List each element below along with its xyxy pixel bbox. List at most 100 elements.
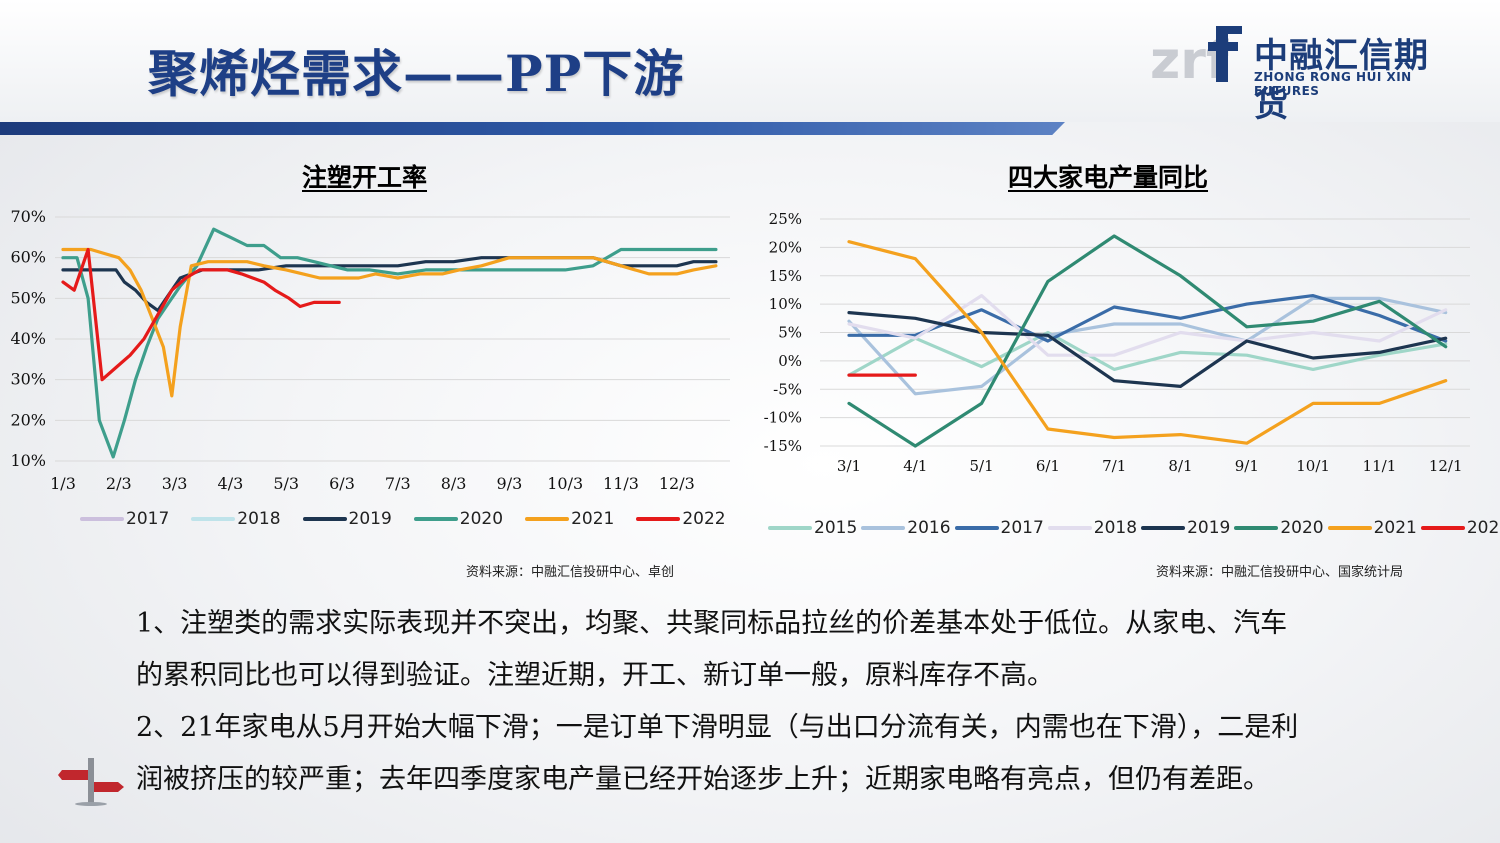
right-chart-source: 资料来源：中融汇信投研中心、国家统计局 bbox=[1156, 565, 1404, 580]
legend-item-2017: 2017 bbox=[954, 518, 1044, 538]
y-tick-label: 5% bbox=[778, 324, 802, 342]
x-tick-label: 3/1 bbox=[837, 457, 861, 475]
y-tick-label: 10% bbox=[10, 451, 46, 470]
series-line-2019 bbox=[847, 310, 1448, 388]
legend-swatch bbox=[636, 517, 681, 521]
legend-label: 2022 bbox=[1466, 518, 1500, 538]
x-tick-label: 6/1 bbox=[1036, 457, 1060, 475]
legend-swatch bbox=[1420, 526, 1465, 530]
series-line-2021 bbox=[847, 240, 1448, 445]
legend-label: 2019 bbox=[1187, 518, 1231, 538]
logo-english-name: ZHONG RONG HUI XIN FUTURES bbox=[1254, 70, 1412, 98]
legend-swatch bbox=[413, 517, 458, 521]
x-tick-label: 4/3 bbox=[218, 474, 244, 493]
x-tick-label: 9/3 bbox=[497, 474, 523, 493]
y-tick-label: -10% bbox=[764, 409, 802, 427]
legend-swatch bbox=[302, 517, 347, 521]
legend-item-2020: 2020 bbox=[413, 509, 504, 529]
x-tick-label: 9/1 bbox=[1235, 457, 1259, 475]
legend-label: 2018 bbox=[1093, 518, 1138, 538]
legend-item-2020: 2020 bbox=[1234, 518, 1324, 538]
series-line-2018 bbox=[847, 293, 1448, 357]
x-tick-label: 4/1 bbox=[903, 457, 927, 475]
x-tick-label: 5/3 bbox=[273, 474, 299, 493]
series-line-2016 bbox=[847, 296, 1448, 396]
y-tick-label: 70% bbox=[10, 207, 46, 226]
legend-item-2017: 2017 bbox=[80, 509, 169, 529]
legend-swatch bbox=[1327, 526, 1372, 530]
legend-item-2018: 2018 bbox=[1047, 518, 1138, 538]
x-tick-label: 6/3 bbox=[329, 474, 355, 493]
y-tick-label: 20% bbox=[10, 410, 46, 429]
legend-label: 2018 bbox=[237, 509, 281, 529]
signpost-icon bbox=[58, 758, 124, 806]
legend-item-2016: 2016 bbox=[861, 518, 951, 538]
right-chart-legend: 2015 2016 2017 2018 2019 2020 2021 2022 bbox=[768, 518, 1500, 538]
y-tick-label: -15% bbox=[764, 437, 802, 455]
body-paragraph: 的累积同比也可以得到验证。注塑近期，开工、新订单一般，原料库存不高。 bbox=[136, 660, 1054, 691]
x-tick-label: 12/1 bbox=[1429, 457, 1463, 475]
x-tick-label: 1/3 bbox=[50, 474, 76, 493]
legend-swatch bbox=[80, 517, 124, 521]
y-tick-label: 0% bbox=[778, 352, 802, 370]
legend-label: 2020 bbox=[459, 509, 504, 529]
legend-swatch bbox=[768, 526, 812, 530]
series-line-2020 bbox=[847, 234, 1448, 448]
right-chart-plot: 25% 20% 15% 10% 5% 0% -5% -10% -15% 3/1 4/1 5/1 6/1 7… bbox=[764, 210, 1470, 475]
left-chart-title: 注塑开工率 bbox=[302, 163, 428, 192]
x-tick-label: 11/3 bbox=[603, 474, 639, 493]
body-paragraph: 1、注塑类的需求实际表现并不突出，均聚、共聚同标品拉丝的价差基本处于低位。从家电… bbox=[136, 608, 1288, 639]
body-paragraph: 润被挤压的较严重；去年四季度家电产量已经开始逐步上升；近期家电略有亮点，但仍有差… bbox=[136, 764, 1270, 795]
x-tick-label: 3/3 bbox=[162, 474, 188, 493]
x-tick-label: 10/1 bbox=[1296, 457, 1330, 475]
legend-item-2019: 2019 bbox=[302, 509, 392, 529]
x-tick-label: 5/1 bbox=[970, 457, 994, 475]
legend-item-2021: 2021 bbox=[525, 509, 614, 529]
y-tick-label: 40% bbox=[10, 329, 46, 348]
legend-item-2022: 2022 bbox=[1420, 518, 1500, 538]
x-tick-label: 8/3 bbox=[441, 474, 467, 493]
legend-item-2021: 2021 bbox=[1327, 518, 1417, 538]
y-tick-label: 15% bbox=[769, 267, 802, 285]
legend-swatch bbox=[525, 517, 570, 521]
legend-item-2022: 2022 bbox=[636, 509, 726, 529]
title-underline-bar bbox=[0, 122, 1065, 135]
legend-label: 2015 bbox=[814, 518, 858, 538]
y-tick-label: -5% bbox=[773, 380, 802, 398]
series-line-2015 bbox=[847, 330, 1448, 377]
zrf-logo-icon: zrf bbox=[1150, 26, 1242, 86]
legend-swatch bbox=[1047, 526, 1092, 530]
x-tick-label: 2/3 bbox=[106, 474, 132, 493]
y-tick-label: 25% bbox=[769, 210, 802, 228]
legend-item-2019: 2019 bbox=[1141, 518, 1230, 538]
company-logo: zrf 中融汇信期货 ZHONG RONG HUI XIN FUTURES bbox=[1150, 18, 1460, 125]
legend-swatch bbox=[1234, 526, 1279, 530]
x-tick-label: 7/3 bbox=[385, 474, 411, 493]
series-line-2021 bbox=[61, 247, 718, 398]
logo-chinese-name: 中融汇信期货 bbox=[1254, 36, 1429, 125]
x-tick-label: 7/1 bbox=[1102, 457, 1126, 475]
series-line-2017 bbox=[847, 293, 1448, 343]
legend-label: 2021 bbox=[571, 509, 615, 529]
x-tick-label: 10/3 bbox=[547, 474, 583, 493]
legend-label: 2019 bbox=[348, 509, 392, 529]
legend-swatch bbox=[861, 526, 906, 530]
legend-label: 2021 bbox=[1373, 518, 1417, 538]
x-tick-label: 11/1 bbox=[1363, 457, 1397, 475]
legend-label: 2022 bbox=[682, 509, 726, 529]
legend-label: 2017 bbox=[1000, 518, 1044, 538]
x-tick-label: 12/3 bbox=[659, 474, 695, 493]
legend-label: 2016 bbox=[907, 518, 951, 538]
legend-swatch bbox=[191, 517, 236, 521]
page-title: 聚烯烃需求——PP下游 bbox=[148, 44, 685, 103]
y-tick-label: 20% bbox=[769, 238, 802, 256]
header-band bbox=[0, 0, 1500, 122]
left-chart-source: 资料来源：中融汇信投研中心、卓创 bbox=[466, 565, 675, 580]
legend-label: 2017 bbox=[126, 509, 170, 529]
body-paragraph: 2、21年家电从5月开始大幅下滑；一是订单下滑明显（与出口分流有关，内需也在下滑… bbox=[136, 712, 1299, 743]
legend-swatch bbox=[1141, 526, 1186, 530]
series-line-2020 bbox=[61, 227, 718, 459]
y-tick-label: 60% bbox=[10, 248, 46, 267]
y-tick-label: 30% bbox=[10, 370, 46, 389]
y-tick-label: 10% bbox=[769, 295, 802, 313]
